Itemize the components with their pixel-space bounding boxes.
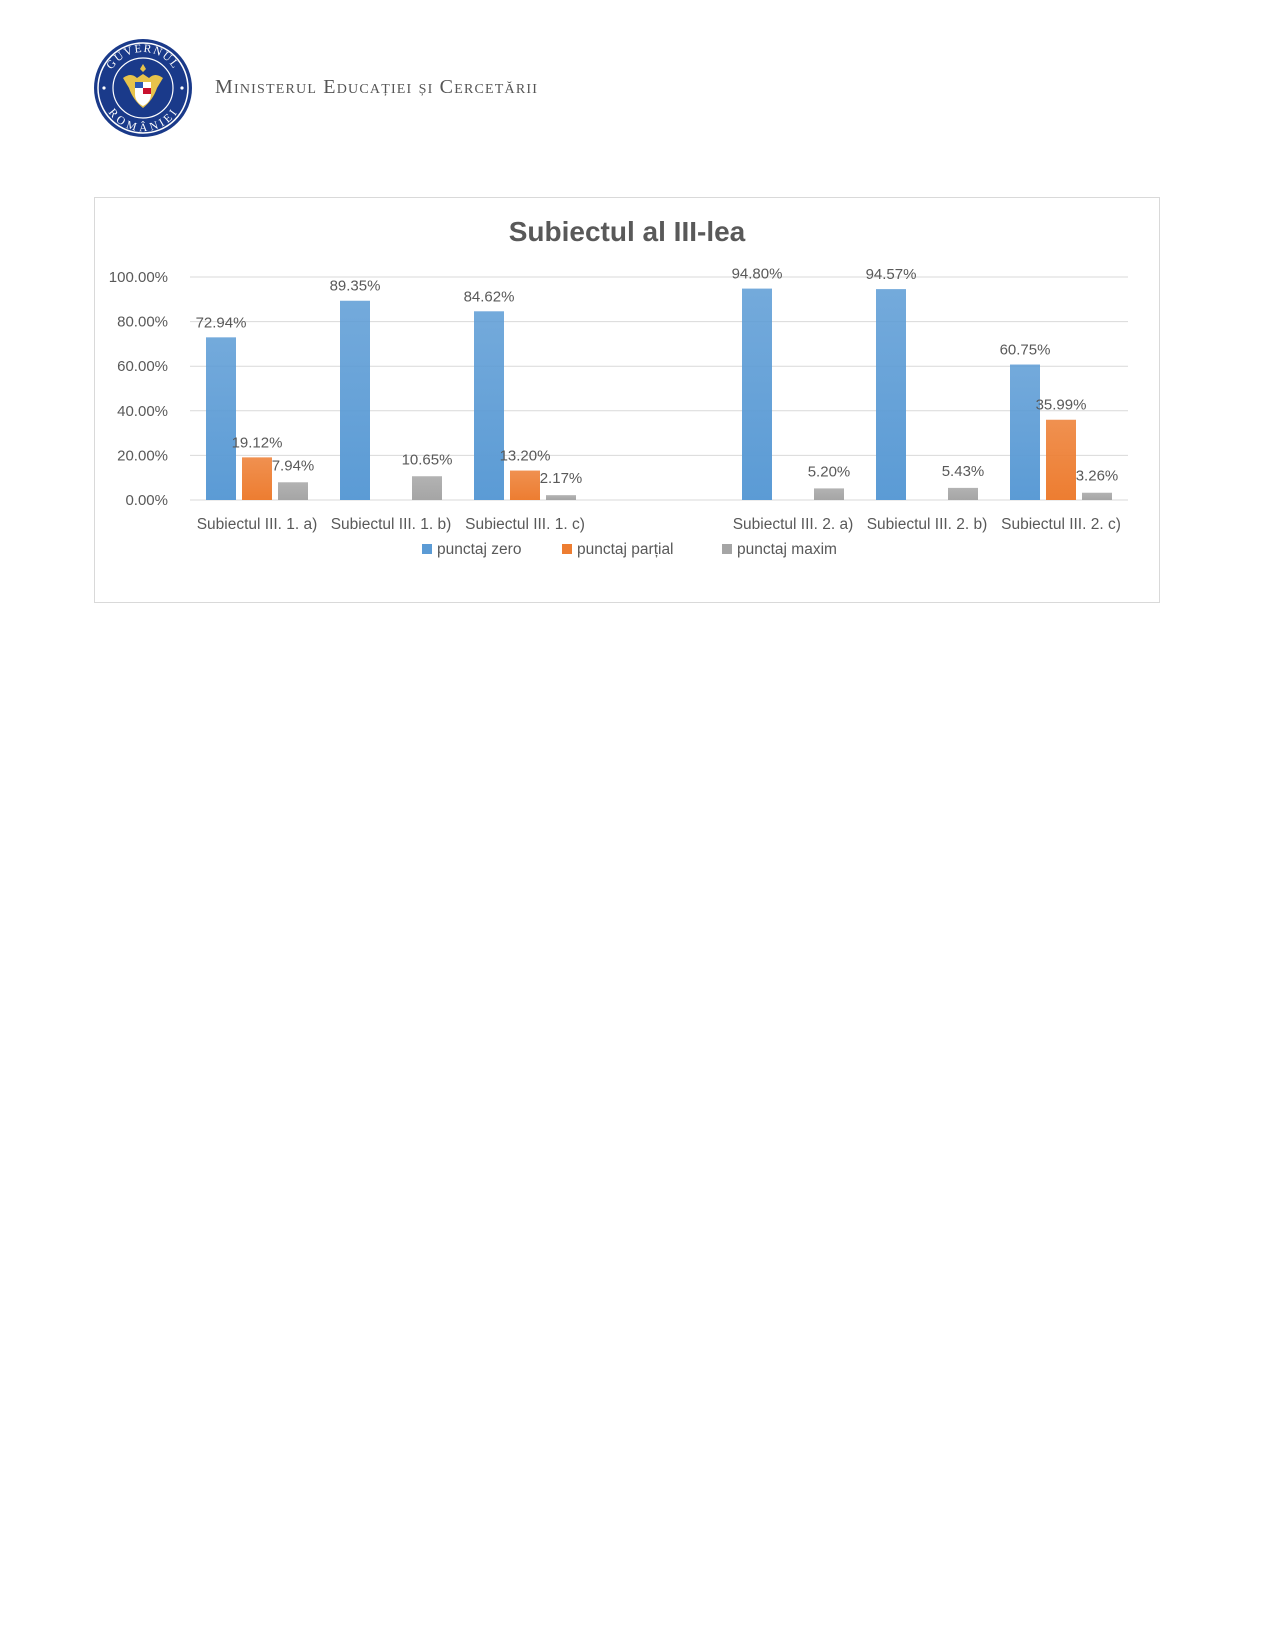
bar-punctaj-zero [876,289,906,500]
data-label: 19.12% [232,434,283,451]
data-label: 10.65% [402,451,453,468]
data-label: 3.26% [1076,468,1119,485]
bar-punctaj-maxim [1082,492,1112,500]
data-label: 7.94% [272,457,315,474]
bar-punctaj-maxim [412,476,442,500]
ministry-name: Ministerul Educației și Cercetării [215,76,539,98]
y-tick-label: 80.00% [117,314,168,331]
data-label: 5.43% [942,463,985,480]
y-tick-label: 100.00% [109,269,168,286]
data-label: 94.57% [866,266,917,283]
x-tick-label: Subiectul III. 1. a) [197,516,318,533]
page-header: GUVERNUL ROMÂNIEI Ministerul Educației ș… [93,38,793,138]
coat-of-arms-icon [123,64,163,108]
x-tick-label: Subiectul III. 2. a) [733,516,854,533]
bar-punctaj-zero [474,311,504,500]
data-label: 5.20% [808,463,851,480]
y-tick-label: 40.00% [117,403,168,420]
data-label: 2.17% [540,470,583,487]
bar-punctaj-parțial [510,470,540,500]
data-label: 35.99% [1036,397,1087,414]
bar-punctaj-zero [1010,364,1040,500]
data-label: 89.35% [330,278,381,295]
legend-swatch [422,544,432,554]
bar-chart: 0.00% 20.00% 40.00% 60.00% 80.00% 100.00% 72.9… [109,266,1128,558]
bar-punctaj-zero [742,288,772,500]
legend-swatch [562,544,572,554]
government-seal-icon: GUVERNUL ROMÂNIEI [94,39,192,137]
data-label: 84.62% [464,288,515,305]
data-label: 60.75% [1000,342,1051,359]
bar-punctaj-maxim [278,482,308,500]
bar-punctaj-parțial [242,457,272,500]
data-label: 72.94% [196,314,247,331]
bar-punctaj-parțial [1046,419,1076,500]
data-label: 13.20% [500,448,551,465]
chart-container: Subiectul al III-lea 0.00% 20.00% 40.00% 60… [94,197,1160,603]
bar-punctaj-maxim [948,487,978,500]
chart-title: Subiectul al III-lea [508,216,746,247]
y-tick-label: 60.00% [117,358,168,375]
y-tick-label: 0.00% [125,492,168,509]
bar-punctaj-zero [340,300,370,500]
bar-punctaj-zero [206,337,236,500]
legend-label: punctaj maxim [737,541,837,558]
x-tick-label: Subiectul III. 1. c) [465,516,585,533]
x-tick-label: Subiectul III. 1. b) [331,516,452,533]
legend-label: punctaj zero [437,541,521,558]
data-label: 94.80% [732,266,783,283]
legend-swatch [722,544,732,554]
y-tick-label: 20.00% [117,447,168,464]
x-tick-label: Subiectul III. 2. c) [1001,516,1121,533]
x-tick-label: Subiectul III. 2. b) [867,516,988,533]
bar-punctaj-maxim [546,495,576,500]
bar-punctaj-maxim [814,488,844,500]
legend-label: punctaj parțial [577,541,674,558]
